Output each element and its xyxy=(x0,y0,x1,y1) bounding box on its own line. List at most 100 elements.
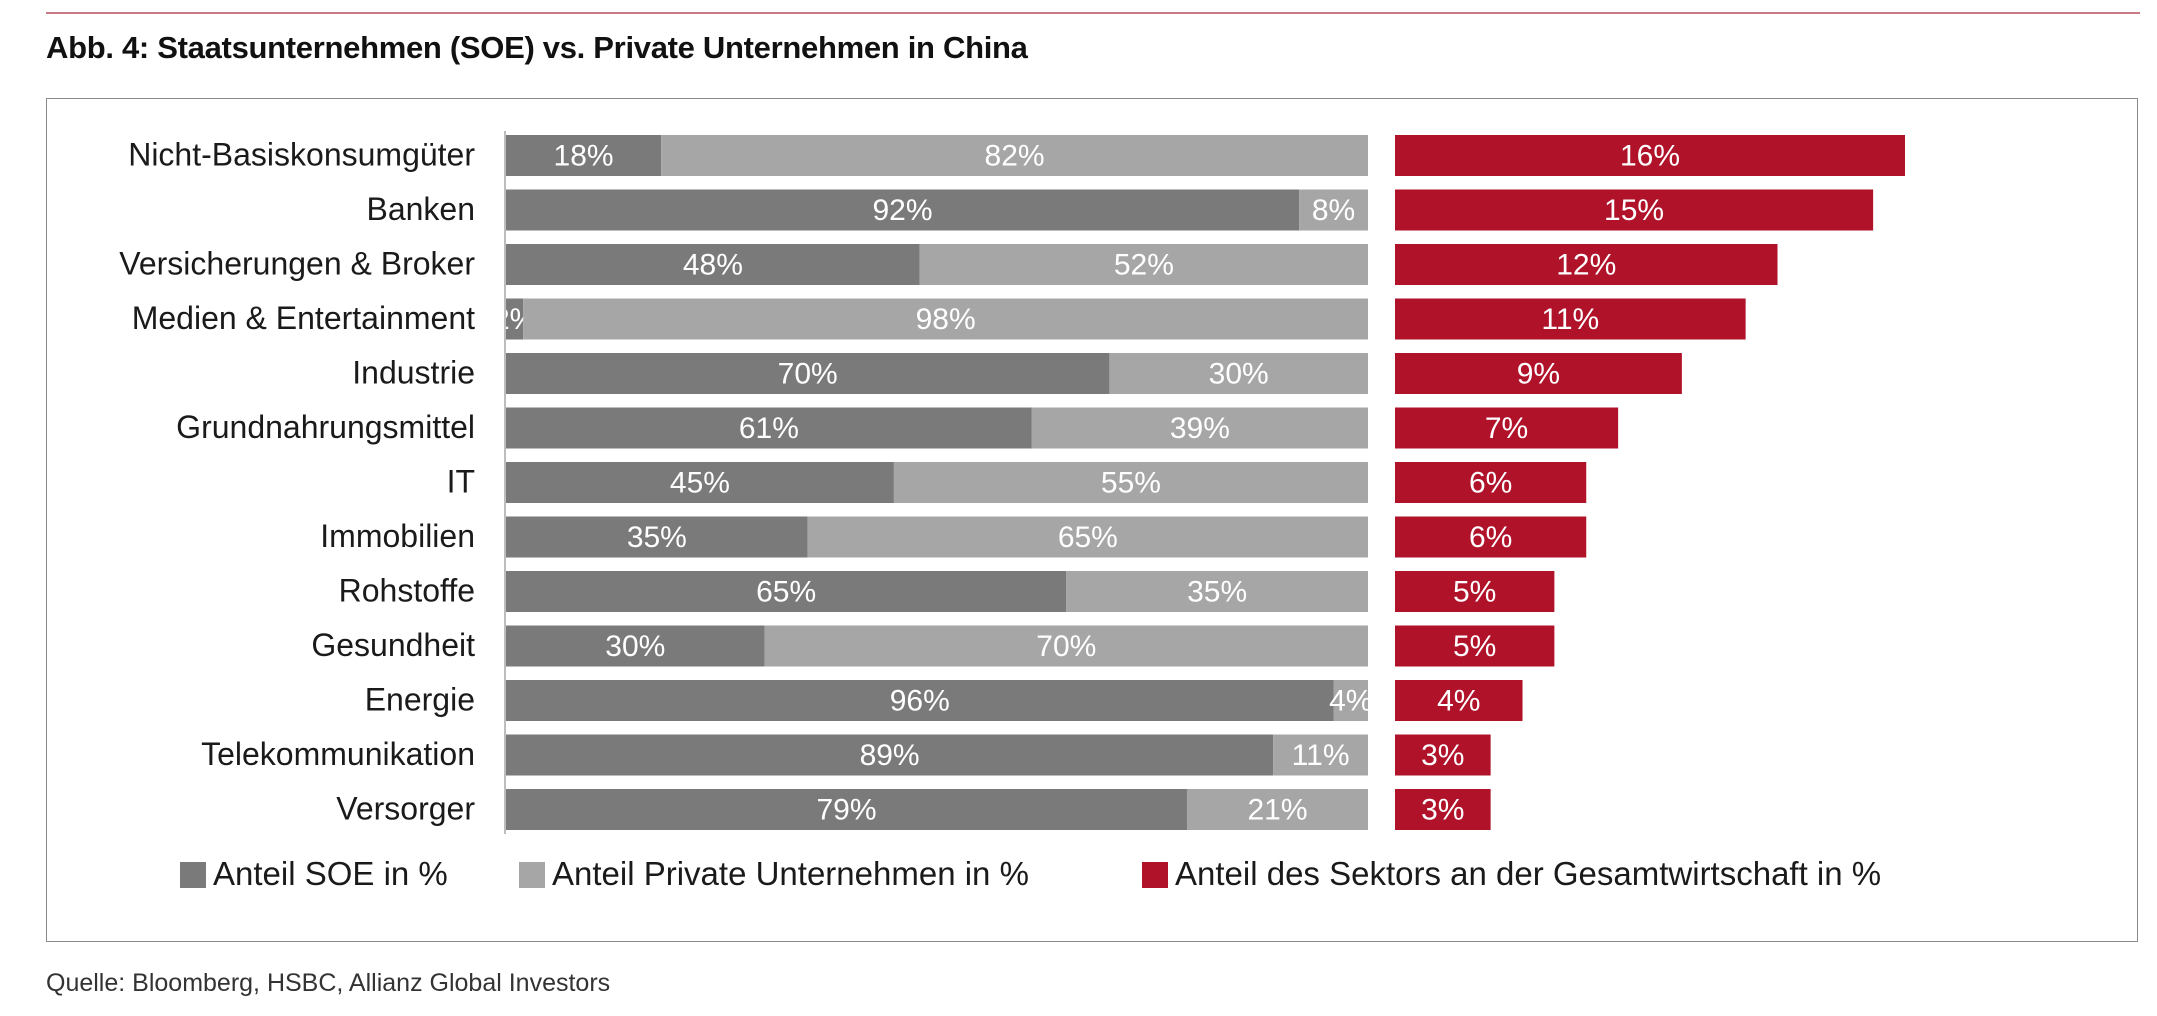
top-rule xyxy=(46,12,2140,14)
sector-share-bar xyxy=(1395,571,1555,612)
soe-bar xyxy=(506,571,1067,612)
sector-share-data-label: 11% xyxy=(1541,303,1599,336)
soe-data-label: 35% xyxy=(627,521,687,554)
soe-data-label: 30% xyxy=(605,630,665,663)
private-bar xyxy=(1066,571,1368,612)
category-labels: Nicht-Basiskonsumgüter Banken Versicherung… xyxy=(119,137,475,827)
private-bar xyxy=(661,135,1368,176)
sector-share-data-label: 6% xyxy=(1469,467,1512,500)
category-label: Versicherungen & Broker xyxy=(119,246,475,282)
soe-bar xyxy=(506,462,894,503)
legend-swatch xyxy=(180,862,206,888)
sector-share-bar xyxy=(1395,734,1491,776)
chart-frame: Nicht-Basiskonsumgüter Banken Versicherung… xyxy=(46,98,2138,942)
stacked-bars: 18% 82%92% 8%48% 52%2% 98%70% 30%61% 39%45% 55%… xyxy=(493,135,1372,830)
soe-bar xyxy=(506,353,1110,394)
category-label: Versorger xyxy=(336,791,475,827)
sector-share-bar xyxy=(1395,189,1874,231)
private-bar xyxy=(523,298,1368,340)
legend-label: Anteil des Sektors an der Gesamtwirtscha… xyxy=(1175,855,1881,892)
soe-bar xyxy=(506,789,1187,830)
sector-share-bar xyxy=(1395,353,1682,394)
soe-data-label: 48% xyxy=(683,249,743,282)
private-bar xyxy=(1186,789,1368,830)
soe-data-label: 61% xyxy=(739,412,799,445)
private-data-label: 52% xyxy=(1114,249,1174,282)
private-data-label: 98% xyxy=(916,303,976,336)
sector-share-data-label: 3% xyxy=(1421,739,1464,772)
legend-label: Anteil SOE in % xyxy=(213,855,448,892)
source-note: Quelle: Bloomberg, HSBC, Allianz Global … xyxy=(46,969,611,997)
sector-share-bar xyxy=(1395,625,1555,667)
legend-swatch xyxy=(519,862,545,888)
private-bar xyxy=(1299,189,1368,231)
private-data-label: 11% xyxy=(1292,739,1350,772)
category-label: Energie xyxy=(365,682,475,718)
sector-share-data-label: 15% xyxy=(1604,194,1664,227)
private-bar xyxy=(1109,353,1368,394)
category-label: Gesundheit xyxy=(311,627,475,663)
legend: Anteil SOE in % Anteil Private Unternehme… xyxy=(180,855,1881,892)
private-data-label: 21% xyxy=(1247,794,1307,827)
sector-share-data-label: 6% xyxy=(1469,521,1512,554)
private-data-label: 82% xyxy=(985,140,1045,173)
private-bar xyxy=(1273,734,1368,776)
soe-bar xyxy=(506,244,920,285)
soe-data-label: 89% xyxy=(860,739,920,772)
sector-share-data-label: 4% xyxy=(1437,685,1480,718)
sector-share-bar xyxy=(1395,135,1905,176)
private-data-label: 70% xyxy=(1036,630,1096,663)
soe-bar xyxy=(506,734,1274,776)
soe-bar xyxy=(506,407,1032,449)
sector-share-data-label: 3% xyxy=(1421,794,1464,827)
chart-svg: Nicht-Basiskonsumgüter Banken Versicherung… xyxy=(119,131,1905,892)
soe-data-label: 65% xyxy=(756,576,816,609)
private-data-label: 65% xyxy=(1058,521,1118,554)
private-bar xyxy=(893,462,1368,503)
soe-data-label: 70% xyxy=(778,358,838,391)
soe-bar xyxy=(506,298,524,340)
category-label: Industrie xyxy=(352,355,475,391)
category-label: Nicht-Basiskonsumgüter xyxy=(128,137,475,173)
private-data-label: 55% xyxy=(1101,467,1161,500)
private-bar xyxy=(807,516,1368,558)
sector-share-data-label: 5% xyxy=(1453,630,1496,663)
sector-share-bar xyxy=(1395,407,1619,449)
soe-bar xyxy=(506,189,1300,231)
private-bar xyxy=(1333,680,1368,721)
category-label: Immobilien xyxy=(320,518,475,554)
sector-share-bar xyxy=(1395,462,1587,503)
soe-bar xyxy=(506,135,662,176)
soe-data-label: 18% xyxy=(554,140,614,173)
private-data-label: 39% xyxy=(1170,412,1230,445)
category-label: Banken xyxy=(366,191,475,227)
sector-share-bar xyxy=(1395,680,1523,721)
private-bar xyxy=(764,625,1368,667)
private-bar xyxy=(919,244,1368,285)
sector-share-data-label: 7% xyxy=(1485,412,1528,445)
soe-data-label: 79% xyxy=(816,794,876,827)
soe-data-label: 45% xyxy=(670,467,730,500)
chart-title: Abb. 4: Staatsunternehmen (SOE) vs. Priv… xyxy=(46,30,1028,65)
category-label: IT xyxy=(447,464,475,500)
legend-swatch xyxy=(1142,862,1168,888)
legend-label: Anteil Private Unternehmen in % xyxy=(552,855,1029,892)
sector-share-bar xyxy=(1395,789,1491,830)
sector-share-bar xyxy=(1395,516,1587,558)
category-label: Rohstoffe xyxy=(339,573,475,609)
category-label: Medien & Entertainment xyxy=(132,300,475,336)
sector-share-data-label: 5% xyxy=(1453,576,1496,609)
private-data-label: 30% xyxy=(1209,358,1269,391)
soe-bar xyxy=(506,625,765,667)
sector-share-bar xyxy=(1395,244,1778,285)
private-data-label: 4% xyxy=(1329,685,1372,718)
soe-data-label: 96% xyxy=(890,685,950,718)
sector-share-data-label: 16% xyxy=(1620,140,1680,173)
sector-share-bar xyxy=(1395,298,1746,340)
private-data-label: 35% xyxy=(1187,576,1247,609)
category-label: Grundnahrungsmittel xyxy=(176,409,475,445)
soe-data-label: 92% xyxy=(872,194,932,227)
sector-share-data-label: 12% xyxy=(1556,249,1616,282)
private-bar xyxy=(1031,407,1368,449)
soe-bar xyxy=(506,680,1334,721)
